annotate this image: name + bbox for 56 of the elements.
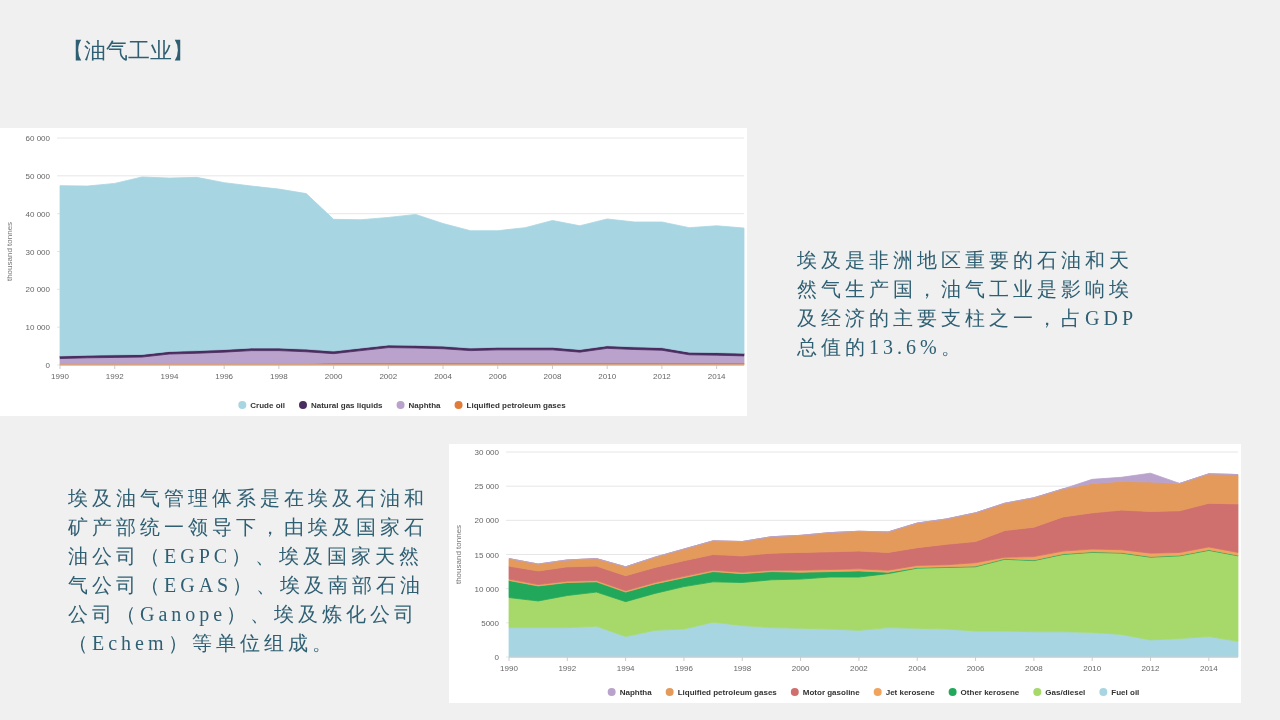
x-tick-label: 2008	[1024, 664, 1044, 673]
legend-label: Liquified petroleum gases	[677, 688, 778, 697]
legend-label: Other kerosene	[960, 688, 1020, 697]
x-tick-label: 1992	[105, 372, 125, 381]
legend-label: Natural gas liquids	[310, 401, 384, 410]
y-tick-label: 15 000	[474, 550, 500, 560]
legend-label: Fuel oil	[1111, 688, 1140, 697]
x-tick-label: 2014	[1199, 664, 1219, 673]
y-tick-label: 30 000	[25, 247, 51, 257]
x-tick-label: 1990	[500, 664, 519, 673]
text: 埃及是非洲地区重要的石油和天然气生产国，油气工业是影响埃及经济的主要支柱之一，占GDP总值的13.6%。	[797, 248, 1138, 360]
legend-label: Naphtha	[619, 688, 653, 697]
y-tick-label: 0	[494, 653, 500, 662]
x-tick-label: 1998	[269, 372, 289, 381]
x-tick-label: 2004	[434, 372, 453, 381]
x-tick-label: 2006	[488, 372, 508, 381]
y-tick-label: 50 000	[25, 171, 51, 181]
x-tick-label: 2014	[707, 372, 727, 381]
x-tick-label: 2006	[966, 664, 986, 673]
x-tick-label: 2004	[908, 664, 927, 673]
x-tick-label: 2000	[324, 372, 344, 381]
legend-label: Crude oil	[250, 401, 285, 410]
y-tick-label: 30 000	[474, 448, 500, 457]
y-tick-label: 60 000	[25, 134, 51, 143]
x-tick-label: 1994	[160, 372, 179, 381]
x-tick-label: 1998	[733, 664, 752, 673]
x-tick-label: 2012	[653, 372, 672, 381]
y-axis-title: thousand tonnes	[454, 524, 463, 585]
y-tick-label: 40 000	[25, 209, 51, 219]
x-tick-label: 2010	[598, 372, 617, 381]
legend-label: Gas/diesel	[1045, 688, 1086, 697]
y-tick-label: 10 000	[25, 323, 51, 333]
x-tick-label: 1994	[616, 664, 636, 673]
y-tick-label: 20 000	[25, 285, 51, 295]
y-axis-title: thousand tonnes	[5, 221, 14, 282]
legend-label: Liquified petroleum gases	[466, 401, 567, 410]
y-tick-label: 20 000	[474, 516, 500, 526]
legend-label: Jet kerosene	[885, 688, 936, 697]
text: 埃及油气管理体系是在埃及石油和矿产部统一领导下，由埃及国家石油公司（EGPC）、埃及国家天然气公司（EGAS）、埃及南部石油公司（Ganope）、埃及炼化公司（Echem）等单位组成。	[68, 486, 429, 656]
x-tick-label: 1990	[51, 372, 70, 381]
legend-label: Naphtha	[408, 401, 442, 410]
y-tick-label: 25 000	[474, 482, 500, 492]
x-tick-label: 2012	[1141, 664, 1160, 673]
x-tick-label: 1996	[215, 372, 234, 381]
legend-label: Motor gasoline	[802, 688, 861, 697]
x-tick-label: 1996	[675, 664, 694, 673]
text: 【油气工业】	[62, 37, 194, 65]
y-tick-label: 10 000	[474, 584, 500, 594]
x-tick-label: 2002	[850, 664, 869, 673]
y-tick-label: 0	[45, 361, 51, 370]
x-tick-label: 2002	[379, 372, 398, 381]
y-tick-label: 5000	[481, 618, 500, 628]
x-tick-label: 2000	[791, 664, 811, 673]
x-tick-label: 1992	[558, 664, 577, 673]
x-tick-label: 2010	[1083, 664, 1102, 673]
x-tick-label: 2008	[543, 372, 562, 381]
